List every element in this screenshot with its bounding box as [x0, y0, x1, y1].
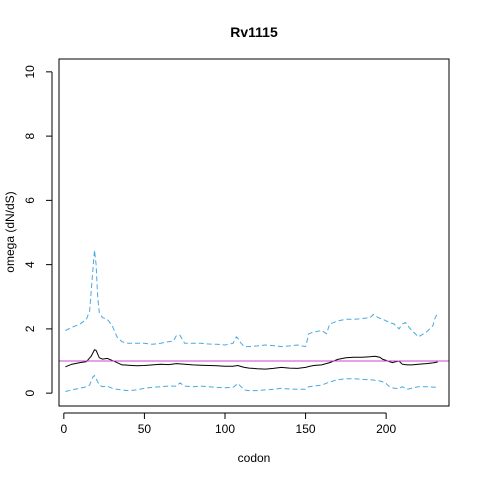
y-axis-label: omega (dN/dS) — [3, 191, 17, 272]
y-tick-label: 8 — [23, 132, 37, 139]
x-tick-label: 200 — [376, 422, 396, 436]
lower-bound-line — [65, 374, 438, 392]
x-tick-label: 50 — [138, 422, 152, 436]
x-tick-label: 100 — [215, 422, 235, 436]
chart-title: Rv1115 — [230, 24, 278, 40]
y-tick-label: 0 — [23, 389, 37, 396]
y-tick-label: 6 — [23, 197, 37, 204]
x-tick-label: 150 — [296, 422, 316, 436]
plot-frame — [58, 58, 450, 407]
x-axis-label: codon — [238, 451, 271, 465]
y-tick-label: 10 — [23, 65, 37, 79]
x-tick-label: 0 — [60, 422, 67, 436]
y-tick-label: 4 — [23, 261, 37, 268]
upper-bound-line — [65, 250, 439, 348]
plot-area: 0 50 100 150 200 0 2 4 6 8 10 — [23, 65, 449, 436]
y-tick-label: 2 — [23, 325, 37, 332]
